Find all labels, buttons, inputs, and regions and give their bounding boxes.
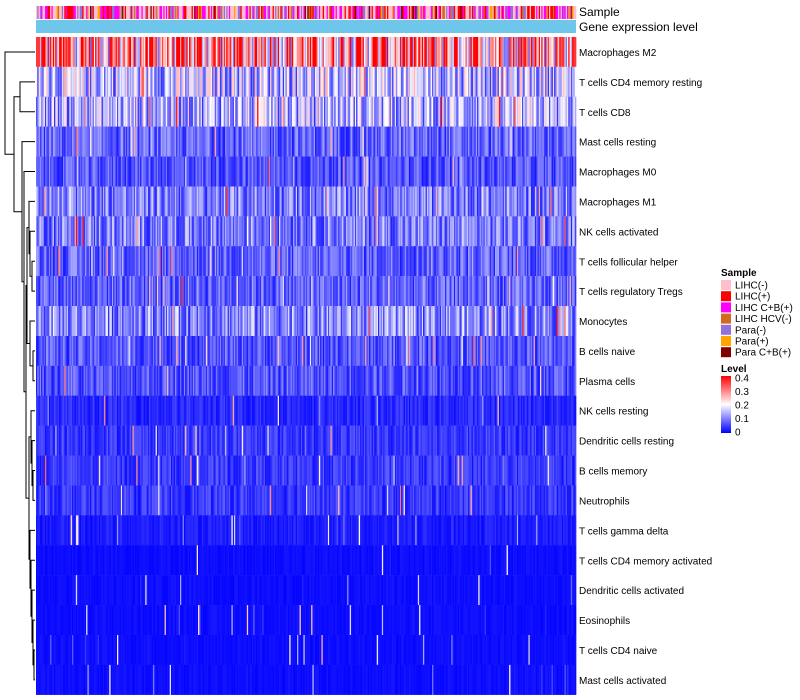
sample-legend-title: Sample bbox=[721, 268, 757, 279]
row-dendrogram bbox=[4, 51, 35, 681]
heatmap-row bbox=[36, 156, 577, 187]
heatmap-row bbox=[36, 216, 577, 247]
row-label: Macrophages M0 bbox=[579, 168, 657, 179]
row-label: Macrophages M2 bbox=[579, 48, 657, 59]
sample-legend-label: LIHC HCV(-) bbox=[735, 314, 792, 325]
level-tick-label: 0 bbox=[735, 428, 741, 439]
row-label: NK cells activated bbox=[579, 227, 658, 238]
level-tick-label: 0.3 bbox=[735, 387, 749, 398]
heatmap-row bbox=[36, 545, 577, 576]
row-label: Mast cells activated bbox=[579, 676, 666, 687]
sample-legend-label: LIHC C+B(+) bbox=[735, 303, 793, 314]
level-colorbar bbox=[721, 376, 731, 433]
row-label: B cells memory bbox=[579, 467, 647, 478]
sample-legend-label: Para(-) bbox=[735, 325, 766, 336]
heatmap-row bbox=[36, 126, 577, 157]
heatmap-row bbox=[36, 664, 577, 695]
level-tick-label: 0.4 bbox=[735, 374, 749, 385]
sample-legend-label: LIHC(-) bbox=[735, 281, 768, 292]
heatmap-row bbox=[36, 635, 577, 665]
heatmap-row bbox=[36, 246, 577, 277]
level-tick-label: 0.1 bbox=[735, 414, 749, 425]
heatmap-row bbox=[36, 96, 577, 127]
sample-legend-label: LIHC(+) bbox=[735, 292, 770, 303]
heatmap-row bbox=[36, 575, 577, 606]
sample-legend-swatch bbox=[721, 291, 731, 302]
heatmap-row bbox=[36, 605, 577, 635]
heatmap-row bbox=[36, 306, 577, 336]
dendrogram-branch bbox=[19, 81, 35, 113]
level-legend-title: Level bbox=[721, 364, 747, 375]
dendrogram-branch bbox=[13, 96, 22, 213]
sample-legend-swatch bbox=[721, 313, 731, 324]
heatmap-row bbox=[36, 336, 577, 366]
row-label: T cells CD4 memory activated bbox=[579, 556, 712, 567]
heatmap-row bbox=[36, 485, 577, 516]
sample-legend-item: Para C+B(+) bbox=[721, 347, 791, 359]
row-label: Neutrophils bbox=[579, 496, 630, 507]
sample-legend-swatch bbox=[721, 324, 731, 335]
dendrogram-branch bbox=[32, 470, 35, 501]
sample-legend: Sample LIHC(-)LIHC(+)LIHC C+B(+)LIHC HCV… bbox=[721, 268, 793, 359]
heatmap-row bbox=[36, 365, 577, 396]
row-label: Mast cells resting bbox=[579, 138, 656, 149]
annotation-label-sample: Sample bbox=[579, 5, 620, 19]
annotation-label-gene-expression: Gene expression level bbox=[579, 20, 698, 34]
dendrogram-branch bbox=[4, 51, 35, 155]
dendrogram-branch bbox=[32, 350, 35, 382]
sample-legend-swatch bbox=[721, 336, 731, 346]
row-label: Dendritic cells activated bbox=[579, 586, 684, 597]
heatmap-row bbox=[36, 66, 577, 97]
level-tick-label: 0.2 bbox=[735, 401, 749, 412]
row-label: Monocytes bbox=[579, 317, 627, 328]
row-label: B cells naive bbox=[579, 347, 636, 358]
row-label: T cells CD8 bbox=[579, 108, 631, 119]
heatmap-row bbox=[36, 186, 577, 217]
heatmap-row bbox=[36, 37, 577, 67]
row-label: T cells regulatory Tregs bbox=[579, 287, 683, 298]
sample-legend-item: LIHC(+) bbox=[721, 291, 770, 303]
row-label: T cells CD4 naive bbox=[579, 646, 658, 657]
row-label: Eosinophils bbox=[579, 616, 630, 627]
sample-legend-label: Para C+B(+) bbox=[735, 348, 791, 359]
heatmap-row bbox=[36, 515, 577, 546]
sample-legend-item: LIHC HCV(-) bbox=[721, 313, 792, 325]
row-labels: Macrophages M2 T cells CD4 memory resting… bbox=[579, 48, 712, 687]
dendrogram-branch bbox=[31, 260, 35, 292]
heatmap-row bbox=[36, 276, 577, 307]
row-label: Macrophages M1 bbox=[579, 197, 657, 208]
sample-annotation-bar bbox=[36, 6, 577, 19]
sample-legend-label: Para(+) bbox=[735, 337, 769, 348]
gene-expression-annotation-bar bbox=[36, 20, 576, 33]
sample-legend-item: LIHC C+B(+) bbox=[721, 302, 793, 314]
row-label: T cells gamma delta bbox=[579, 526, 669, 537]
row-label: T cells follicular helper bbox=[579, 257, 678, 268]
row-label: Plasma cells bbox=[579, 377, 635, 388]
sample-legend-swatch bbox=[721, 280, 731, 290]
heatmap-row bbox=[36, 455, 577, 486]
heatmap-row bbox=[36, 425, 577, 456]
sample-legend-item: LIHC(-) bbox=[721, 280, 768, 292]
heatmap-row bbox=[36, 395, 577, 426]
row-label: T cells CD4 memory resting bbox=[579, 78, 702, 89]
row-label: Dendritic cells resting bbox=[579, 437, 674, 448]
level-legend: Level 0.4 0.3 0.2 0.1 0 bbox=[721, 364, 749, 439]
sample-legend-swatch bbox=[721, 302, 731, 313]
row-label: NK cells resting bbox=[579, 407, 648, 418]
sample-legend-item: Para(+) bbox=[721, 336, 769, 348]
heatmap-cells bbox=[36, 37, 577, 695]
sample-legend-swatch bbox=[721, 347, 731, 358]
sample-legend-item: Para(-) bbox=[721, 324, 766, 336]
dendrogram-branch bbox=[33, 649, 35, 681]
